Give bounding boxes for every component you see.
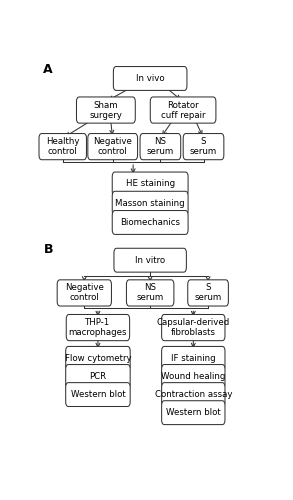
Text: Biomechanics: Biomechanics bbox=[120, 218, 180, 227]
Text: Flow cytometry: Flow cytometry bbox=[65, 354, 131, 363]
FancyBboxPatch shape bbox=[66, 346, 130, 370]
Text: NS
serum: NS serum bbox=[137, 284, 164, 302]
Text: Negative
control: Negative control bbox=[93, 137, 132, 156]
FancyBboxPatch shape bbox=[188, 280, 228, 306]
FancyBboxPatch shape bbox=[127, 280, 174, 306]
FancyBboxPatch shape bbox=[162, 400, 225, 424]
FancyBboxPatch shape bbox=[162, 382, 225, 406]
Text: Rotator
cuff repair: Rotator cuff repair bbox=[161, 100, 205, 119]
Text: S
serum: S serum bbox=[190, 137, 217, 156]
FancyBboxPatch shape bbox=[162, 346, 225, 370]
FancyBboxPatch shape bbox=[140, 134, 181, 160]
FancyBboxPatch shape bbox=[39, 134, 86, 160]
FancyBboxPatch shape bbox=[113, 66, 187, 90]
Text: A: A bbox=[43, 63, 53, 76]
Text: NS
serum: NS serum bbox=[147, 137, 174, 156]
FancyBboxPatch shape bbox=[150, 97, 216, 123]
Text: Wound healing: Wound healing bbox=[161, 372, 226, 381]
Text: PCR: PCR bbox=[89, 372, 106, 381]
FancyBboxPatch shape bbox=[88, 134, 137, 160]
Text: HE staining: HE staining bbox=[126, 180, 175, 188]
FancyBboxPatch shape bbox=[183, 134, 224, 160]
FancyBboxPatch shape bbox=[112, 172, 188, 196]
Text: B: B bbox=[43, 243, 53, 256]
FancyBboxPatch shape bbox=[66, 314, 130, 340]
Text: Healthy
control: Healthy control bbox=[46, 137, 79, 156]
FancyBboxPatch shape bbox=[66, 382, 130, 406]
FancyBboxPatch shape bbox=[57, 280, 111, 306]
Text: Capsular-derived
fibroblasts: Capsular-derived fibroblasts bbox=[157, 318, 230, 337]
FancyBboxPatch shape bbox=[112, 210, 188, 234]
Text: Masson staining: Masson staining bbox=[115, 198, 185, 207]
FancyBboxPatch shape bbox=[114, 248, 186, 272]
Text: Contraction assay: Contraction assay bbox=[154, 390, 232, 399]
Text: In vitro: In vitro bbox=[135, 256, 165, 264]
Text: IF staining: IF staining bbox=[171, 354, 216, 363]
Text: Sham
surgery: Sham surgery bbox=[89, 100, 122, 119]
Text: Western blot: Western blot bbox=[166, 408, 221, 417]
FancyBboxPatch shape bbox=[66, 364, 130, 388]
Text: S
serum: S serum bbox=[195, 284, 222, 302]
FancyBboxPatch shape bbox=[162, 314, 225, 340]
FancyBboxPatch shape bbox=[112, 192, 188, 215]
FancyBboxPatch shape bbox=[162, 364, 225, 388]
Text: Negative
control: Negative control bbox=[65, 284, 104, 302]
Text: Western blot: Western blot bbox=[71, 390, 125, 399]
FancyBboxPatch shape bbox=[76, 97, 135, 123]
Text: THP-1
macrophages: THP-1 macrophages bbox=[69, 318, 127, 337]
Text: In vivo: In vivo bbox=[136, 74, 164, 83]
